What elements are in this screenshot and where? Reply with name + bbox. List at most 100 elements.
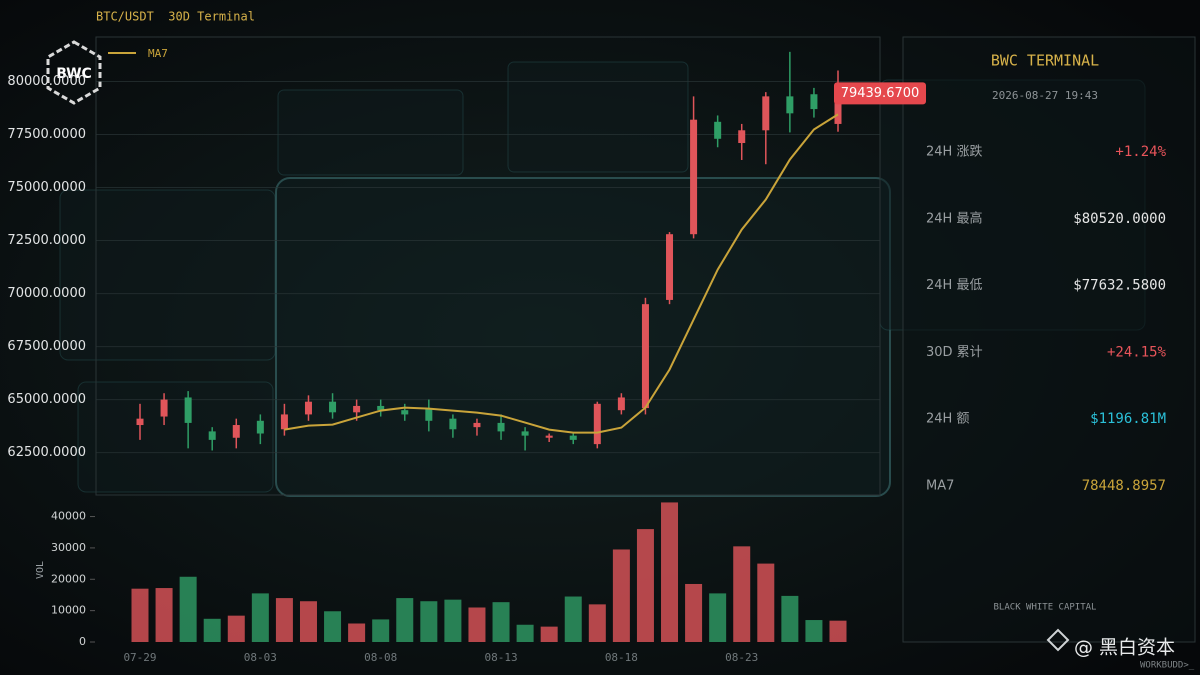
candle-body — [425, 408, 433, 421]
logo: BWC — [46, 40, 102, 105]
candle-body — [329, 401, 337, 413]
panel-datetime: 2026-08-27 19:43 — [992, 89, 1098, 102]
deco-screen — [275, 177, 891, 497]
candle-body — [617, 397, 625, 411]
stat-label: 30D 累计 — [926, 345, 983, 360]
price-frame — [95, 36, 881, 496]
x-tick-label: 08-18 — [605, 651, 638, 664]
candle-body — [593, 403, 601, 445]
volume-bar — [131, 588, 149, 642]
stat-value: $77632.5800 — [1073, 278, 1166, 294]
volume-bar — [781, 595, 799, 642]
stat-label: MA7 — [926, 479, 954, 494]
x-tick-label: 08-08 — [364, 651, 397, 664]
volume-tick-label: 10000 — [51, 604, 86, 617]
candle-body — [401, 410, 409, 415]
volume-bar — [757, 563, 775, 642]
x-tick-label: 08-13 — [484, 651, 517, 664]
volume-axis-label: VOL — [35, 561, 46, 579]
watermark-sub: WORKBUDD>_ — [1140, 661, 1195, 671]
volume-bar — [564, 596, 582, 642]
candle-body — [160, 399, 168, 417]
volume-bar — [709, 593, 727, 642]
volume-bar — [685, 583, 703, 642]
volume-bar — [299, 601, 317, 642]
volume-bar — [444, 599, 462, 642]
stat-value: 78448.8957 — [1082, 478, 1166, 494]
candle-body — [473, 422, 481, 428]
volume-tick-label: 30000 — [51, 541, 86, 554]
y-tick-label: 72500.0000 — [7, 233, 86, 248]
candle-body — [545, 435, 553, 438]
volume-bar — [251, 593, 269, 642]
stat-label: 24H 额 — [926, 412, 969, 427]
panel-title: BWC TERMINAL — [991, 52, 1099, 70]
volume-bar — [636, 529, 654, 642]
volume-bar — [805, 620, 823, 642]
candle-body — [208, 431, 216, 440]
volume-bar — [492, 602, 510, 642]
candle-body — [690, 119, 698, 235]
candle-body — [184, 397, 192, 423]
candle-body — [738, 130, 746, 144]
volume-bar — [733, 546, 751, 642]
volume-bar — [275, 598, 293, 642]
candle-body — [280, 414, 288, 430]
watermark-icon — [1046, 628, 1070, 652]
candle-body — [762, 96, 770, 131]
candle-body — [136, 418, 144, 426]
watermark: @ 黑白资本 WORKBUDD>_ — [1046, 628, 1195, 671]
volume-bar — [203, 618, 221, 642]
last-price-label: 79439.6700 — [841, 86, 920, 101]
stat-value: +1.24% — [1115, 144, 1166, 160]
volume-tick-label: 0 — [79, 635, 86, 648]
volume-bar — [396, 598, 414, 642]
last-price-box — [834, 82, 926, 105]
volume-bar — [588, 604, 606, 642]
panel-footer: BLACK WHITE CAPITAL — [994, 603, 1097, 613]
candle-body — [497, 422, 505, 432]
deco-panel — [277, 89, 464, 176]
candle-body — [232, 425, 240, 438]
side-panel — [902, 36, 1196, 643]
deco-panel — [77, 381, 274, 493]
volume-bar — [420, 601, 438, 642]
watermark-text: @ 黑白资本 — [1074, 637, 1175, 659]
candle-body — [810, 94, 818, 110]
volume-bar — [516, 624, 534, 642]
x-tick-label: 07-29 — [123, 651, 156, 664]
deco-panel — [507, 61, 689, 173]
candle-body — [834, 93, 842, 124]
volume-bar — [324, 611, 342, 642]
ma-line — [284, 113, 839, 434]
volume-tick-label: 40000 — [51, 510, 86, 523]
volume-bar — [612, 549, 630, 642]
volume-bar — [829, 620, 847, 642]
legend-label: MA7 — [148, 47, 168, 60]
candle-body — [449, 418, 457, 430]
volume-bar — [372, 619, 390, 642]
y-tick-label: 62500.0000 — [7, 445, 86, 460]
volume-bar — [155, 588, 173, 642]
volume-bar — [661, 502, 679, 642]
candle-body — [714, 121, 722, 139]
candle-body — [377, 405, 385, 411]
y-tick-label: 65000.0000 — [7, 392, 86, 407]
candle-body — [304, 401, 312, 415]
volume-bar — [227, 615, 245, 642]
candle-body — [353, 405, 361, 413]
volume-bar — [179, 576, 197, 642]
chart-title: BTC/USDT 30D Terminal — [96, 10, 255, 24]
volume-bar — [540, 626, 558, 642]
y-tick-label: 67500.0000 — [7, 339, 86, 354]
y-tick-label: 70000.0000 — [7, 286, 86, 301]
deco-panel — [59, 189, 276, 361]
logo-text: BWC — [56, 66, 92, 82]
y-tick-label: 80000.0000 — [7, 74, 86, 89]
x-tick-label: 08-23 — [725, 651, 758, 664]
stat-label: 24H 最低 — [926, 278, 982, 293]
logo-hex — [46, 40, 102, 105]
candle-body — [256, 420, 264, 434]
volume-bar — [468, 607, 486, 642]
